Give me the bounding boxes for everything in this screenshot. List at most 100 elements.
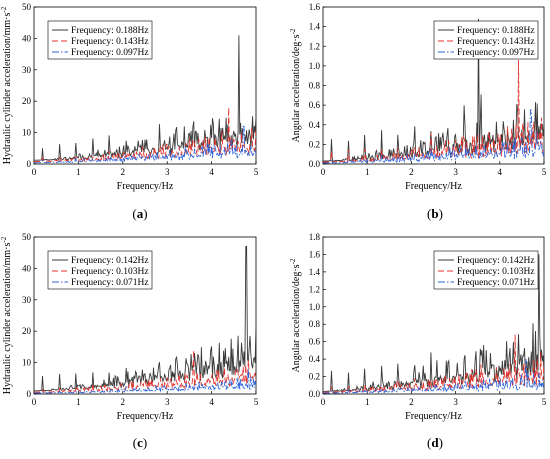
y-tick-label: 0.8 xyxy=(309,81,321,91)
panel-caption: (d) xyxy=(427,435,443,450)
legend-box xyxy=(47,20,153,60)
x-tick-label: 3 xyxy=(453,167,458,177)
x-tick-label: 3 xyxy=(165,167,170,177)
series-line-3 xyxy=(34,368,256,394)
x-tick-label: 1 xyxy=(365,397,370,407)
series-line-1 xyxy=(323,254,544,392)
x-tick-label: 0 xyxy=(321,397,326,407)
legend-box xyxy=(47,250,153,290)
legend-label: Frequency: 0.188Hz xyxy=(71,26,149,36)
series-line-2 xyxy=(323,59,544,163)
y-tick-label: 1.4 xyxy=(309,22,321,32)
x-tick-label: 3 xyxy=(165,397,170,407)
y-tick-label: 10 xyxy=(22,358,32,368)
y-axis-label-superscript: -2 xyxy=(0,6,8,12)
x-tick-label: 5 xyxy=(254,397,259,407)
series-line-2 xyxy=(34,107,256,163)
y-tick-label: 1.8 xyxy=(309,232,321,242)
x-tick-label: 5 xyxy=(254,167,259,177)
y-tick-label: 0.0 xyxy=(309,159,321,169)
panel-d: 0 1 2 3 4 5 0.0 0.2 0.4 0.6 0.8 1.0 1.2 1.4 1.6 1.8 Freq… xyxy=(289,232,547,450)
legend-label: Frequency: 0.143Hz xyxy=(71,37,149,47)
x-tick-label: 2 xyxy=(409,397,414,407)
y-tick-label: 30 xyxy=(22,295,32,305)
y-tick-label: 40 xyxy=(22,33,32,43)
plot-frame xyxy=(322,236,545,395)
y-axis-label: Angular acceleration/deg·s-2 xyxy=(289,258,302,372)
plot-frame xyxy=(33,6,257,165)
y-axis-label-superscript: -2 xyxy=(289,28,297,34)
x-tick-label: 4 xyxy=(209,167,214,177)
panel-caption: (c) xyxy=(133,435,147,450)
y-tick-label: 0.2 xyxy=(309,372,320,382)
y-tick-label: 0.4 xyxy=(309,120,321,130)
y-axis-label: Angular acceleration/deg·s-2 xyxy=(289,28,302,142)
legend-label: Frequency: 0.142Hz xyxy=(457,256,535,266)
legend-label: Frequency: 0.188Hz xyxy=(457,26,535,36)
series-line-1 xyxy=(34,245,256,392)
y-tick-label: 20 xyxy=(22,326,32,336)
y-tick-label: 0 xyxy=(27,159,32,169)
y-axis-label-superscript: -2 xyxy=(289,258,297,264)
y-tick-label: 0.4 xyxy=(309,354,321,364)
y-tick-label: 50 xyxy=(22,2,32,12)
x-tick-label: 0 xyxy=(321,167,326,177)
x-axis-label: Frequency/Hz xyxy=(405,181,462,192)
legend-label: Frequency: 0.103Hz xyxy=(457,267,535,277)
legend-label: Frequency: 0.071Hz xyxy=(71,278,149,288)
y-tick-label: 0.8 xyxy=(309,319,321,329)
x-tick-label: 2 xyxy=(409,167,414,177)
x-tick-label: 0 xyxy=(32,167,37,177)
y-axis-label-superscript: -2 xyxy=(0,236,8,242)
y-axis-label: Hydraulic cylinder acceleration/mm·s-2 xyxy=(0,236,13,394)
y-tick-label: 0.6 xyxy=(309,100,321,110)
series-line-3 xyxy=(323,109,544,164)
y-tick-label: 1.6 xyxy=(309,249,321,259)
x-tick-label: 2 xyxy=(121,397,126,407)
x-tick-label: 0 xyxy=(32,397,37,407)
y-tick-label: 1.2 xyxy=(309,41,320,51)
y-tick-label: 30 xyxy=(22,65,32,75)
x-tick-label: 2 xyxy=(121,167,126,177)
x-tick-label: 4 xyxy=(209,397,214,407)
panel-caption: (b) xyxy=(427,206,443,221)
y-tick-label: 40 xyxy=(22,263,32,273)
y-axis-label: Hydraulic cylinder acceleration/mm·s-2 xyxy=(0,6,13,164)
y-tick-label: 1.4 xyxy=(309,267,321,277)
legend-label: Frequency: 0.143Hz xyxy=(457,37,535,47)
x-tick-label: 5 xyxy=(542,397,547,407)
y-tick-label: 10 xyxy=(22,128,32,138)
x-tick-label: 1 xyxy=(365,167,370,177)
legend-box xyxy=(433,250,539,290)
legend-label: Frequency: 0.071Hz xyxy=(457,278,535,288)
plot-frame xyxy=(33,236,257,395)
y-tick-label: 0.0 xyxy=(309,389,321,399)
y-tick-label: 0 xyxy=(27,389,32,399)
x-axis-label: Frequency/Hz xyxy=(405,411,462,422)
x-tick-label: 4 xyxy=(498,167,503,177)
y-tick-label: 50 xyxy=(22,232,32,242)
series-line-2 xyxy=(34,349,256,393)
y-tick-label: 1.6 xyxy=(309,2,321,12)
x-tick-label: 1 xyxy=(76,397,81,407)
x-axis-label: Frequency/Hz xyxy=(117,181,174,192)
legend-label: Frequency: 0.103Hz xyxy=(71,267,149,277)
x-tick-label: 1 xyxy=(76,167,81,177)
legend-box xyxy=(433,20,539,60)
series-line-1 xyxy=(34,35,256,161)
legend-label: Frequency: 0.142Hz xyxy=(71,256,149,266)
y-tick-label: 1.0 xyxy=(309,61,321,71)
x-tick-label: 3 xyxy=(453,397,458,407)
x-axis-label: Frequency/Hz xyxy=(117,411,174,422)
y-tick-label: 1.2 xyxy=(309,284,320,294)
series-line-3 xyxy=(34,125,256,164)
y-tick-label: 0.2 xyxy=(309,139,320,149)
panel-b: 0 1 2 3 4 5 0.0 0.2 0.4 0.6 0.8 1.0 1.2 1.4 1.6 Frequen… xyxy=(289,2,547,221)
panel-caption: (a) xyxy=(132,206,147,221)
y-tick-label: 1.0 xyxy=(309,302,321,312)
legend-label: Frequency: 0.097Hz xyxy=(71,48,149,58)
series-line-3 xyxy=(323,359,544,394)
